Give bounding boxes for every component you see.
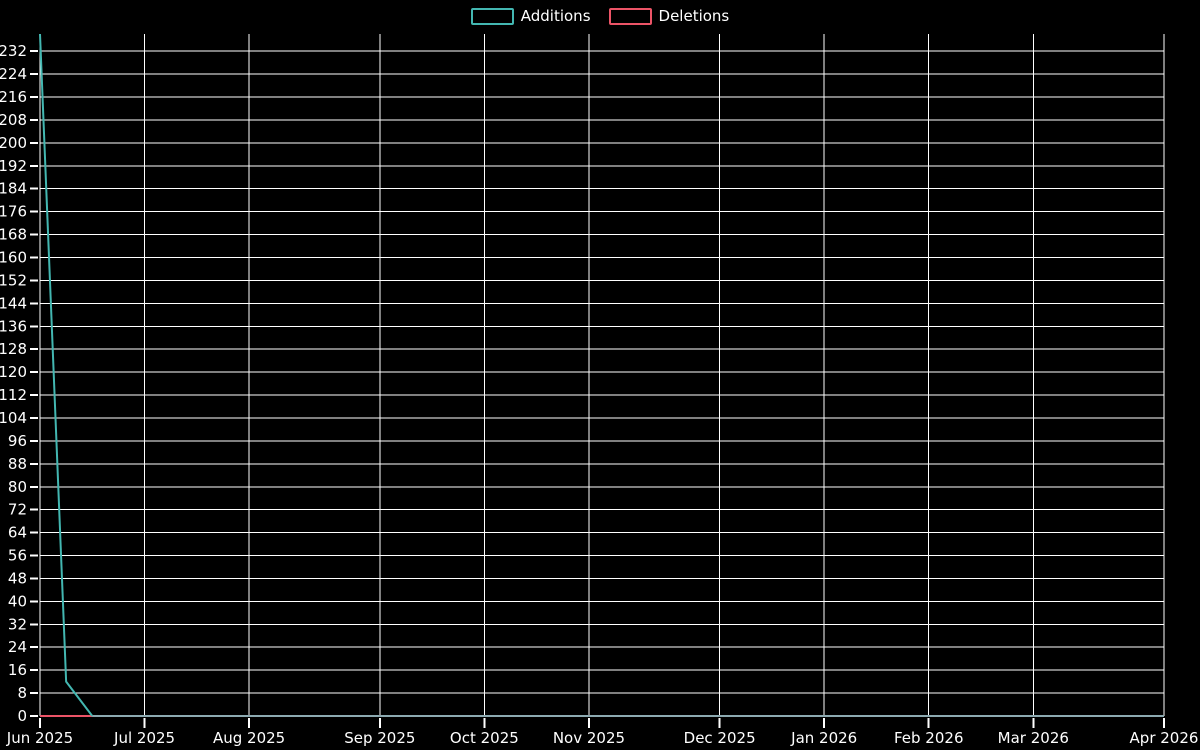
- x-tick-marks: [39, 718, 1165, 728]
- chart-legend: Additions Deletions: [0, 8, 1200, 25]
- x-gridlines: [39, 34, 1165, 716]
- y-axis-label: 216: [0, 88, 27, 106]
- x-axis-label: Feb 2026: [894, 729, 964, 747]
- y-axis-label: 192: [0, 157, 27, 175]
- y-axis-label: 224: [0, 65, 27, 83]
- y-tick-labels: 0 8 16 24 32 40 48 56 64 72 80 88 96 104 112 120 128 136 1…: [0, 42, 27, 725]
- x-tick-labels: Jun 2025 Jul 2025 Aug 2025 Sep 2025 Oct 2025…: [6, 729, 1199, 747]
- y-axis-label: 104: [0, 409, 27, 427]
- x-axis-label: Apr 2026: [1130, 729, 1199, 747]
- y-axis-label: 24: [8, 638, 27, 656]
- y-axis-label: 144: [0, 294, 27, 312]
- y-axis-label: 160: [0, 249, 27, 267]
- y-axis-label: 32: [8, 615, 27, 633]
- y-axis-label: 64: [8, 524, 27, 542]
- y-axis-label: 120: [0, 363, 27, 381]
- y-axis-label: 48: [8, 569, 27, 587]
- x-axis-label: Jan 2026: [790, 729, 857, 747]
- y-axis-label: 56: [8, 547, 27, 565]
- y-axis-label: 136: [0, 317, 27, 335]
- y-axis-label: 80: [8, 478, 27, 496]
- y-axis-label: 72: [8, 501, 27, 519]
- x-axis-label: Mar 2026: [998, 729, 1069, 747]
- y-axis-label: 0: [17, 707, 27, 725]
- x-axis-label: Aug 2025: [213, 729, 285, 747]
- legend-label-additions: Additions: [520, 7, 591, 25]
- additions-swatch-icon: [470, 8, 514, 25]
- y-axis-label: 40: [8, 592, 27, 610]
- y-axis-label: 176: [0, 203, 27, 221]
- legend-item-additions[interactable]: Additions: [470, 7, 591, 25]
- x-axis-label: Sep 2025: [344, 729, 415, 747]
- y-axis-label: 200: [0, 134, 27, 152]
- x-axis-label: Oct 2025: [450, 729, 519, 747]
- y-axis-label: 96: [8, 432, 27, 450]
- y-axis-label: 168: [0, 226, 27, 244]
- legend-label-deletions: Deletions: [658, 7, 730, 25]
- y-axis-label: 112: [0, 386, 27, 404]
- x-axis-label: Nov 2025: [553, 729, 625, 747]
- x-axis-label: Dec 2025: [684, 729, 756, 747]
- x-axis-label: Jul 2025: [113, 729, 175, 747]
- y-axis-label: 152: [0, 271, 27, 289]
- legend-item-deletions[interactable]: Deletions: [608, 7, 730, 25]
- y-axis-label: 184: [0, 180, 27, 198]
- y-axis-label: 232: [0, 42, 27, 60]
- x-axis-label: Jun 2025: [6, 729, 73, 747]
- deletions-swatch-icon: [608, 8, 652, 25]
- y-axis-label: 8: [17, 684, 27, 702]
- series-additions-line: [39, 33, 94, 717]
- y-axis-label: 88: [8, 455, 27, 473]
- y-axis-label: 128: [0, 340, 27, 358]
- y-axis-label: 16: [8, 661, 27, 679]
- y-tick-marks: [30, 50, 38, 717]
- y-axis-label: 208: [0, 111, 27, 129]
- y-gridlines: [40, 50, 1164, 717]
